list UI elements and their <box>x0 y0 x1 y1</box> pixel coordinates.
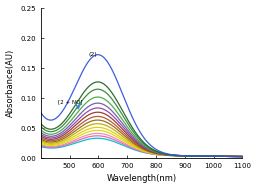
Text: (2): (2) <box>88 52 97 57</box>
X-axis label: Wavelength(nm): Wavelength(nm) <box>106 174 177 184</box>
Text: [2 + NO]: [2 + NO] <box>58 99 82 104</box>
Y-axis label: Absorbance(AU): Absorbance(AU) <box>6 49 15 117</box>
